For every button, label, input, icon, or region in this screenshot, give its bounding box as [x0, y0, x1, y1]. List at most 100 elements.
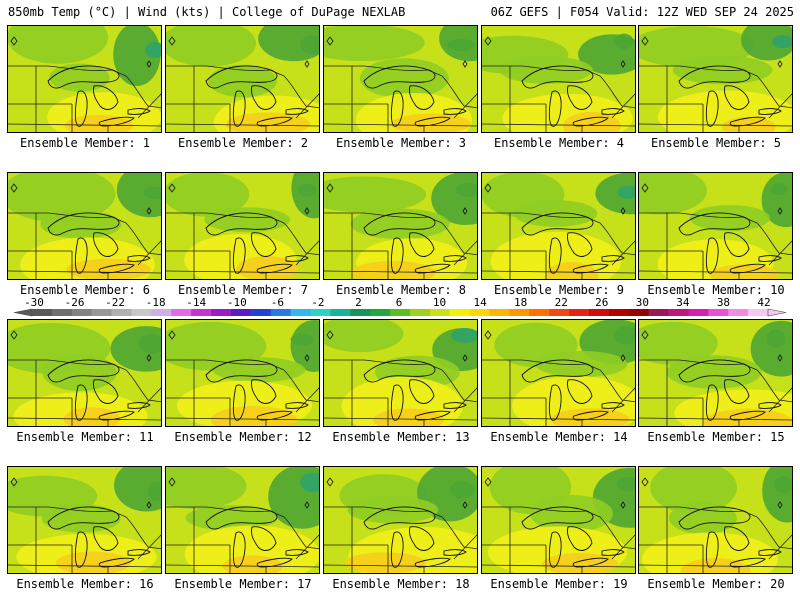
- ensemble-member-label: Ensemble Member: 4: [493, 136, 625, 150]
- ensemble-member-label: Ensemble Member: 15: [647, 430, 785, 444]
- ensemble-member-map: [481, 172, 636, 280]
- ensemble-member-label: Ensemble Member: 7: [177, 283, 309, 297]
- legend-color-swatch: [390, 309, 411, 316]
- legend-color-swatch: [230, 309, 252, 316]
- legend-color-swatch: [250, 309, 272, 316]
- legend-tick-label: 30: [636, 296, 649, 309]
- legend-color-swatch: [191, 309, 212, 316]
- legend-tick-label: 10: [433, 296, 446, 309]
- ensemble-member-label: Ensemble Member: 5: [650, 136, 782, 150]
- ensemble-member-map: [323, 25, 478, 133]
- ensemble-member-label: Ensemble Member: 20: [647, 577, 785, 591]
- ensemble-member-label: Ensemble Member: 13: [332, 430, 470, 444]
- legend-color-swatch: [608, 309, 630, 316]
- ensemble-member-map: [7, 319, 162, 427]
- ensemble-member-label: Ensemble Member: 18: [332, 577, 470, 591]
- legend-color-swatch: [628, 309, 649, 316]
- ensemble-member-map: [481, 319, 636, 427]
- legend-color-swatch: [330, 309, 351, 316]
- ensemble-member-map: [638, 172, 793, 280]
- legend-tick-label: -22: [105, 296, 125, 309]
- legend-color-swatch: [310, 309, 331, 316]
- legend-tick-label: 18: [514, 296, 527, 309]
- legend-color-swatch: [409, 309, 431, 316]
- legend-color-swatch: [151, 309, 172, 316]
- ensemble-member-map: [7, 172, 162, 280]
- ensemble-member-label: Ensemble Member: 9: [493, 283, 625, 297]
- legend-color-swatch: [569, 309, 590, 316]
- legend-tick-label: -10: [227, 296, 247, 309]
- ensemble-member-map: [638, 25, 793, 133]
- ensemble-member-label: Ensemble Member: 12: [174, 430, 312, 444]
- legend-tick-label: -30: [24, 296, 44, 309]
- legend-color-swatch: [529, 309, 550, 316]
- ensemble-member-map: [638, 319, 793, 427]
- legend-color-swatch: [708, 309, 729, 316]
- legend-tick-label: 14: [473, 296, 487, 309]
- ensemble-member-label: Ensemble Member: 19: [490, 577, 628, 591]
- legend-color-swatch: [588, 309, 610, 316]
- legend-color-swatch: [111, 309, 132, 316]
- legend-tick-label: 2: [355, 296, 362, 309]
- ensemble-member-label: Ensemble Member: 14: [490, 430, 628, 444]
- ensemble-member-map: [165, 172, 320, 280]
- legend-color-swatch: [370, 309, 391, 316]
- ensemble-member-map: [323, 319, 478, 427]
- legend-color-swatch: [449, 309, 470, 316]
- ensemble-member-label: Ensemble Member: 6: [19, 283, 151, 297]
- map-title: 850mb Temp (°C) | Wind (kts) | College o…: [8, 5, 406, 19]
- legend-tick-label: -18: [146, 296, 166, 309]
- legend-tick-label: 34: [676, 296, 690, 309]
- legend-color-swatch: [350, 309, 371, 316]
- legend-color-swatch: [429, 309, 451, 316]
- legend-color-swatch: [51, 309, 73, 316]
- ensemble-member-map: [7, 466, 162, 574]
- legend-tick-label: -14: [186, 296, 206, 309]
- ensemble-member-map: [323, 172, 478, 280]
- ensemble-member-label: Ensemble Member: 10: [647, 283, 785, 297]
- ensemble-member-map: [481, 466, 636, 574]
- legend-tick-label: 22: [555, 296, 568, 309]
- legend-color-swatch: [211, 309, 232, 316]
- legend-color-swatch: [648, 309, 669, 316]
- legend-color-swatch: [171, 309, 192, 316]
- legend-tick-label: 26: [595, 296, 608, 309]
- legend-color-swatch: [509, 309, 530, 316]
- legend-tick-label: -26: [65, 296, 85, 309]
- ensemble-member-map: [323, 466, 478, 574]
- model-run-info: 06Z GEFS | F054 Valid: 12Z WED SEP 24 20…: [490, 5, 794, 19]
- legend-color-swatch: [270, 309, 291, 316]
- ensemble-member-map: [7, 25, 162, 133]
- ensemble-member-label: Ensemble Member: 2: [177, 136, 309, 150]
- ensemble-member-label: Ensemble Member: 8: [335, 283, 467, 297]
- ensemble-member-map: [481, 25, 636, 133]
- ensemble-member-map: [638, 466, 793, 574]
- ensemble-member-label: Ensemble Member: 16: [16, 577, 154, 591]
- temperature-color-legend: -30 -26 -22 -18 -14 -10 -6 -2 2 6 10 14 18 22 26 30 34 38…: [13, 296, 787, 317]
- legend-color-swatch: [32, 309, 53, 316]
- legend-tick-label: -6: [271, 296, 284, 309]
- legend-color-swatch: [748, 309, 769, 316]
- legend-color-swatch: [728, 309, 749, 316]
- legend-color-swatch: [469, 309, 490, 316]
- legend-color-swatch: [688, 309, 709, 316]
- ensemble-member-label: Ensemble Member: 1: [19, 136, 151, 150]
- ensemble-member-label: Ensemble Member: 3: [335, 136, 467, 150]
- ensemble-member-map: [165, 466, 320, 574]
- legend-tick-label: 6: [396, 296, 403, 309]
- legend-tick-label: 42: [757, 296, 770, 309]
- legend-color-swatch: [489, 309, 510, 316]
- ensemble-member-map: [165, 25, 320, 133]
- legend-arrow-low: [13, 308, 33, 317]
- ensemble-member-label: Ensemble Member: 11: [16, 430, 154, 444]
- legend-arrow-high: [767, 308, 787, 317]
- ensemble-member-label: Ensemble Member: 17: [174, 577, 312, 591]
- legend-color-swatch: [549, 309, 570, 316]
- legend-tick-label: -2: [311, 296, 324, 309]
- ensemble-member-map: [165, 319, 320, 427]
- legend-color-swatch: [91, 309, 112, 316]
- legend-tick-label: 38: [717, 296, 730, 309]
- legend-color-swatch: [668, 309, 689, 316]
- legend-color-swatch: [71, 309, 92, 316]
- legend-color-swatch: [131, 309, 152, 316]
